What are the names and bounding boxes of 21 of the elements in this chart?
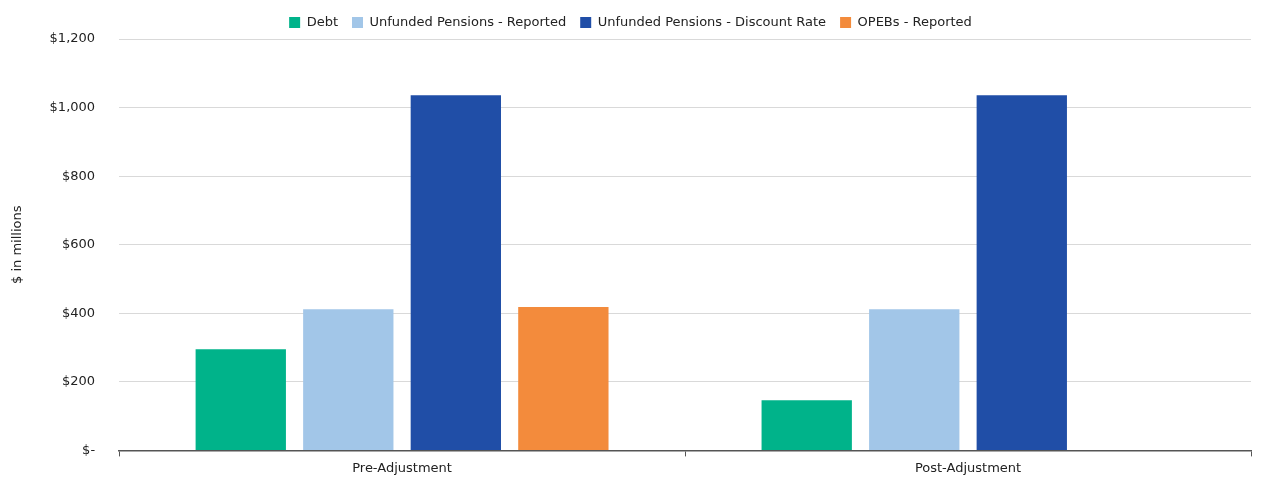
y-tick-label: $200 [61, 373, 96, 389]
x-tick-label: Pre-Adjustment [352, 459, 452, 475]
bar [976, 95, 1067, 450]
bar [518, 307, 609, 450]
bar [761, 400, 852, 450]
bar [303, 309, 394, 450]
legend-label: Unfunded Pensions - Reported [369, 13, 567, 29]
y-axis-title: $ in millions [9, 205, 25, 284]
y-tick-label: $400 [61, 304, 96, 320]
legend-label: OPEBs - Reported [857, 13, 972, 29]
legend-label: Debt [306, 13, 338, 29]
y-tick-label: $600 [61, 236, 96, 252]
y-tick-label: $1,200 [49, 30, 96, 46]
y-tick-label: $1,000 [49, 98, 96, 114]
bar [410, 95, 501, 450]
y-tick-label: $- [82, 441, 96, 457]
x-tick-label: Post-Adjustment [914, 459, 1022, 475]
y-tick-label: $800 [61, 167, 96, 183]
legend-label: Unfunded Pensions - Discount Rate [597, 13, 827, 29]
bar [869, 309, 960, 450]
bar [195, 349, 286, 450]
